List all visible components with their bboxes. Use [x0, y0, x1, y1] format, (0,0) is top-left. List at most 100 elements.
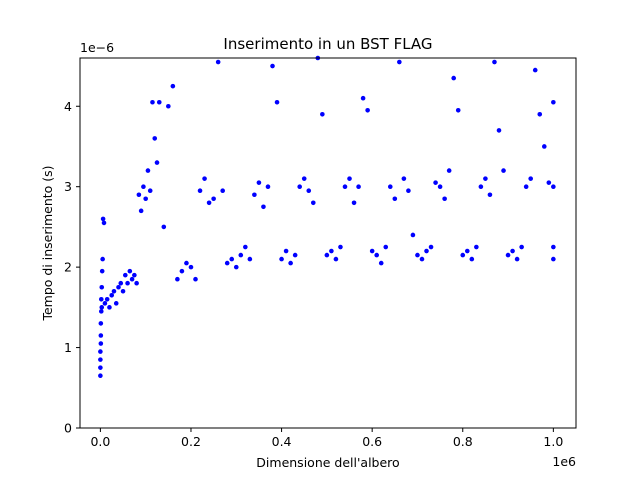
data-point [104, 297, 110, 302]
y-tick-label: 1 [64, 340, 72, 355]
data-point [100, 256, 105, 262]
data-point [265, 184, 271, 189]
data-point [98, 365, 103, 370]
data-point [496, 128, 502, 133]
y-axis-label: Tempo di inserimento (s) [40, 165, 55, 321]
y-tick-label: 0 [64, 421, 72, 436]
data-point [138, 208, 144, 214]
data-point [288, 260, 293, 266]
data-point [238, 252, 244, 258]
data-point [206, 200, 212, 206]
data-point [383, 244, 389, 250]
data-point [360, 95, 366, 101]
data-point [98, 341, 104, 346]
y-tick-label: 4 [64, 99, 72, 114]
x-axis-offset-label: 1e6 [552, 454, 576, 469]
y-axis-ticks: 0 1 2 3 4 [64, 99, 80, 436]
data-point [537, 112, 543, 117]
data-point [211, 196, 216, 202]
x-tick-label: 1.0 [543, 434, 563, 449]
data-point [501, 168, 506, 173]
data-point [551, 244, 556, 250]
data-point [283, 248, 289, 254]
data-point [202, 176, 207, 181]
data-point [120, 288, 126, 294]
data-point [333, 256, 339, 262]
data-point [478, 184, 484, 189]
data-point [136, 192, 142, 198]
data-point [320, 112, 325, 117]
data-point [415, 252, 420, 258]
data-point [306, 188, 312, 194]
data-point [401, 176, 407, 181]
data-point [347, 176, 352, 181]
data-point [127, 268, 133, 274]
data-point [261, 204, 266, 210]
data-point [351, 200, 357, 206]
data-point [129, 276, 135, 282]
data-point [433, 180, 438, 185]
data-point [387, 184, 393, 189]
data-point [101, 220, 107, 226]
data-point [229, 256, 235, 262]
data-point [474, 244, 479, 250]
data-point [297, 184, 302, 189]
data-point [98, 309, 104, 314]
data-point [98, 321, 104, 326]
data-point [419, 256, 425, 262]
data-point [342, 184, 348, 189]
data-point [100, 216, 106, 222]
data-point [338, 244, 343, 250]
data-point [446, 168, 452, 173]
plot-area [80, 58, 576, 428]
data-point [98, 297, 104, 302]
data-point [193, 276, 198, 282]
data-point [134, 280, 139, 286]
data-point [487, 192, 493, 198]
data-point [256, 180, 262, 185]
data-point [247, 256, 253, 262]
data-point [107, 305, 112, 310]
data-point [141, 184, 146, 189]
data-point [132, 272, 137, 278]
data-point [170, 83, 176, 89]
data-point [116, 284, 121, 290]
data-point [252, 192, 257, 198]
data-point [551, 99, 556, 105]
data-point [460, 252, 466, 258]
x-tick-label: 0.4 [272, 434, 292, 449]
chart-title: Inserimento in un BST FLAG [223, 35, 432, 53]
data-point [279, 256, 284, 262]
data-point [365, 107, 370, 113]
data-point [437, 184, 443, 189]
x-axis-label: Dimensione dell'albero [256, 455, 399, 470]
data-point [109, 292, 115, 298]
data-point [510, 248, 515, 254]
data-point [369, 248, 375, 254]
data-point [378, 260, 384, 266]
x-tick-label: 0.0 [90, 434, 110, 449]
data-point [150, 99, 155, 105]
data-point [98, 333, 104, 338]
data-point [392, 196, 398, 202]
data-point [469, 256, 475, 262]
data-point [125, 280, 130, 286]
data-point [118, 280, 124, 286]
data-point [99, 284, 105, 290]
data-point [179, 268, 185, 274]
x-axis-ticks: 0.0 0.2 0.4 0.6 0.8 1.0 [90, 428, 563, 449]
data-point [532, 67, 538, 73]
data-point [410, 232, 416, 238]
data-point [424, 248, 429, 254]
data-point [397, 59, 402, 65]
data-point [519, 244, 524, 250]
data-point [224, 260, 230, 266]
data-point [147, 188, 153, 194]
data-point [123, 272, 128, 278]
data-point [356, 184, 361, 189]
data-point [292, 252, 298, 258]
y-tick-label: 2 [64, 260, 72, 275]
data-point [505, 252, 511, 258]
data-point [274, 99, 280, 105]
